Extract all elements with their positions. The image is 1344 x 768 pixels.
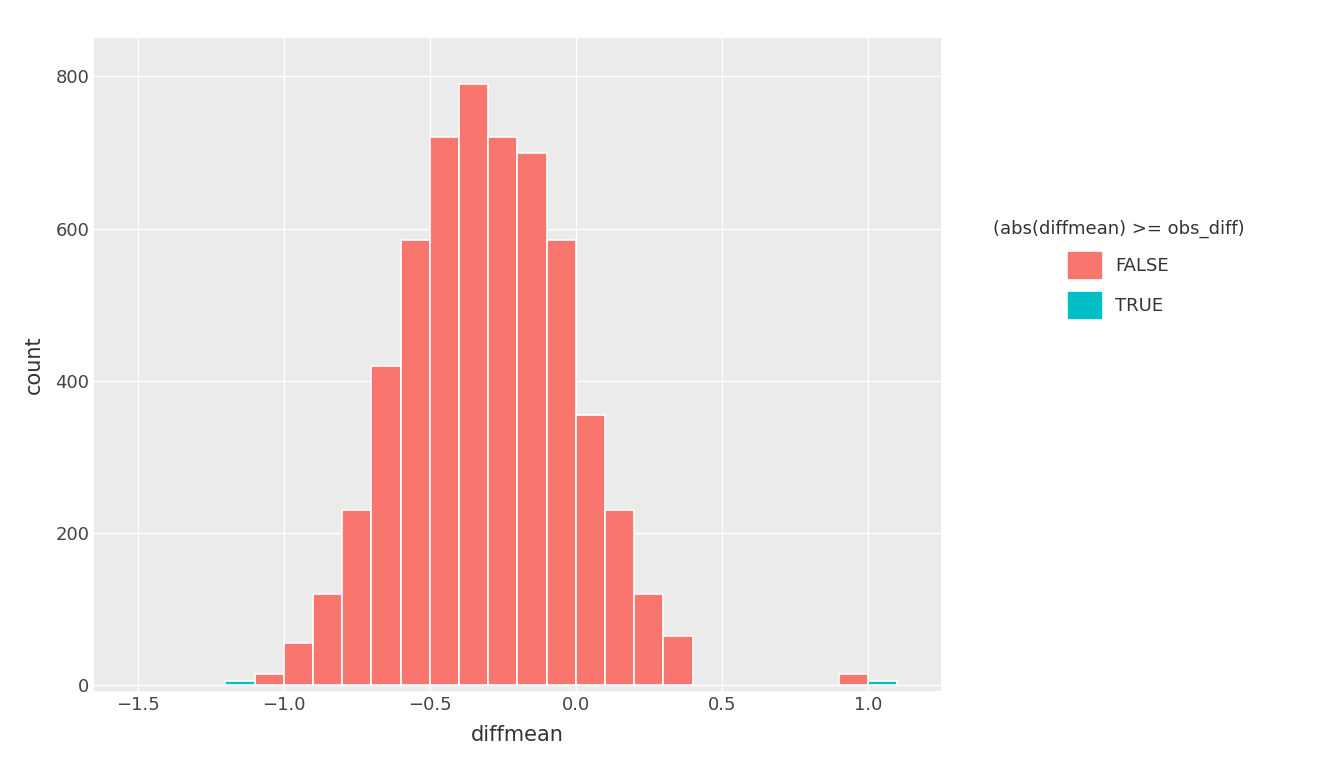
Legend: FALSE, TRUE: FALSE, TRUE — [984, 210, 1254, 327]
Bar — [605, 510, 634, 685]
Bar — [313, 594, 343, 685]
Bar — [488, 137, 517, 685]
X-axis label: diffmean: diffmean — [470, 725, 564, 745]
Bar — [839, 674, 868, 685]
Bar — [547, 240, 575, 685]
Bar — [664, 636, 692, 685]
Bar — [284, 644, 313, 685]
Bar — [868, 681, 896, 685]
Bar — [254, 674, 284, 685]
Y-axis label: count: count — [24, 336, 44, 394]
Bar — [430, 137, 460, 685]
Bar — [517, 153, 547, 685]
Bar — [460, 84, 488, 685]
Bar — [575, 415, 605, 685]
Bar — [226, 681, 254, 685]
Bar — [371, 366, 401, 685]
Bar — [401, 240, 430, 685]
Bar — [343, 510, 371, 685]
Bar — [634, 594, 664, 685]
